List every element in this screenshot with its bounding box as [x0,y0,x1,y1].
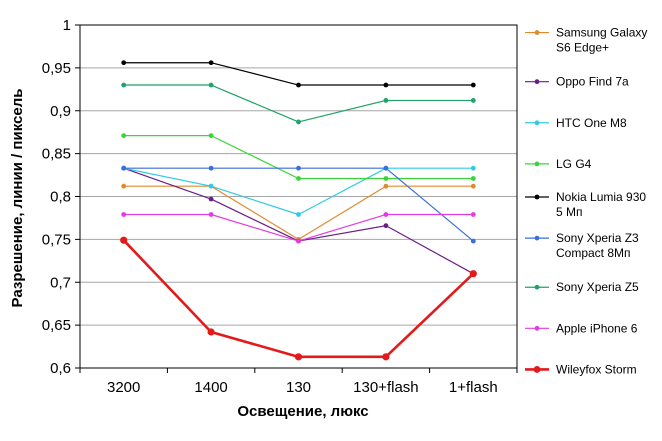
y-tick-label: 0,8 [50,189,71,206]
data-point-apple-iphone-6 [470,212,476,217]
data-point-nokia-lumia-930-5 [208,60,214,66]
series-line-nokia-lumia-930-5 [123,62,474,86]
legend-label-sony-xperia-z3-compact-8: Sony Xperia Z3 Compact 8Мп [556,231,639,260]
data-point-sony-xperia-z5 [383,98,389,103]
x-tick-label: 1400 [194,379,227,396]
series-lines [120,60,477,361]
data-point-nokia-lumia-930-5 [470,82,476,88]
data-point-sony-xperia-z3-compact-8 [208,165,214,171]
data-point-lg-g4 [121,133,127,139]
data-point-samsung-galaxy-s6-edge [383,183,389,189]
legend-label-oppo-find-7a: Oppo Find 7a [556,75,629,89]
legend: Samsung Galaxy S6 Edge+ Oppo Find 7a HTC On… [525,26,647,376]
legend-marker-apple-iphone-6 [534,325,540,331]
data-point-nokia-lumia-930-5 [383,82,389,88]
y-axis-title: Разрешение, линии / пиксель [9,89,26,308]
data-point-oppo-find-7a [383,223,389,229]
data-point-apple-iphone-6 [208,212,214,217]
series-line-sony-xperia-z5 [123,84,474,123]
data-point-wileyfox-storm [120,236,128,244]
y-tick-label: 0,6 [50,360,71,377]
data-point-samsung-galaxy-s6-edge [121,183,127,189]
data-point-oppo-find-7a [208,196,214,202]
y-tick-label: 0,9 [50,103,71,120]
x-tick-label: 130+flash [353,379,418,396]
legend-label-sony-xperia-z5: Sony Xperia Z5 [556,280,639,294]
legend-marker-samsung-galaxy-s6-edge [534,30,540,35]
y-tick-label: 0,85 [42,146,71,163]
data-point-lg-g4 [383,176,389,181]
legend-label-apple-iphone-6: Apple iPhone 6 [556,321,638,335]
y-tick-label: 0,75 [42,231,71,248]
data-point-sony-xperia-z3-compact-8 [121,165,127,171]
data-point-sony-xperia-z3-compact-8 [470,238,476,244]
series-line-htc-one-m8 [123,167,474,216]
legend-marker-oppo-find-7a [534,79,540,85]
x-tick-labels: 3200 1400 130 130+flash 1+flash [107,379,498,396]
y-tick-label: 1 [63,17,71,34]
x-tick-label: 1+flash [449,379,498,396]
data-point-wileyfox-storm [469,270,477,278]
data-point-htc-one-m8 [470,165,476,171]
data-point-lg-g4 [470,176,476,181]
data-point-nokia-lumia-930-5 [296,82,301,88]
legend-marker-lg-g4 [534,161,540,167]
legend-marker-sony-xperia-z3-compact-8 [534,235,540,241]
legend-label-nokia-lumia-930-5: Nokia Lumia 930 5 Мп [556,190,646,219]
data-point-sony-xperia-z5 [121,82,127,88]
data-point-htc-one-m8 [208,183,214,189]
data-point-apple-iphone-6 [383,212,389,217]
data-point-apple-iphone-6 [296,238,301,244]
series-line-wileyfox-storm [122,239,475,359]
data-point-nokia-lumia-930-5 [121,60,127,66]
plot-frame [79,24,518,373]
data-point-sony-xperia-z5 [296,119,301,125]
series-line-oppo-find-7a [123,167,474,275]
data-point-wileyfox-storm [207,328,215,336]
legend-label-samsung-galaxy-s6-edge: Samsung Galaxy S6 Edge+ [556,26,647,55]
data-point-lg-g4 [208,133,214,139]
data-point-samsung-galaxy-s6-edge [470,183,476,189]
x-axis-title: Освещение, люкс [237,403,368,420]
plot-border [79,24,518,369]
y-tick-labels: 0,6 0,65 0,7 0,75 0,8 0,85 0,9 0,95 1 [42,17,71,377]
data-point-sony-xperia-z5 [470,98,476,103]
y-tick-label: 0,65 [42,317,71,334]
legend-label-lg-g4: LG G4 [556,157,592,171]
data-point-sony-xperia-z3-compact-8 [383,165,389,171]
legend-marker-htc-one-m8 [534,120,540,126]
legend-label-wileyfox-storm: Wileyfox Storm [556,362,637,376]
data-point-lg-g4 [296,176,301,181]
data-point-sony-xperia-z5 [208,82,214,88]
legend-marker-sony-xperia-z5 [534,284,540,290]
x-tick-label: 130 [286,379,311,396]
legend-marker-wileyfox-storm [533,366,541,373]
grid-lines [75,24,517,369]
y-tick-label: 0,7 [50,274,71,291]
data-point-htc-one-m8 [296,212,301,217]
data-point-apple-iphone-6 [121,212,127,217]
data-point-wileyfox-storm [382,353,390,361]
legend-label-htc-one-m8: HTC One M8 [556,116,627,130]
y-tick-label: 0,95 [42,60,71,77]
x-tick-label: 3200 [107,379,140,396]
data-point-sony-xperia-z3-compact-8 [296,165,301,171]
data-point-wileyfox-storm [294,353,303,361]
series-line-lg-g4 [123,135,474,180]
legend-marker-nokia-lumia-930-5 [534,194,540,200]
